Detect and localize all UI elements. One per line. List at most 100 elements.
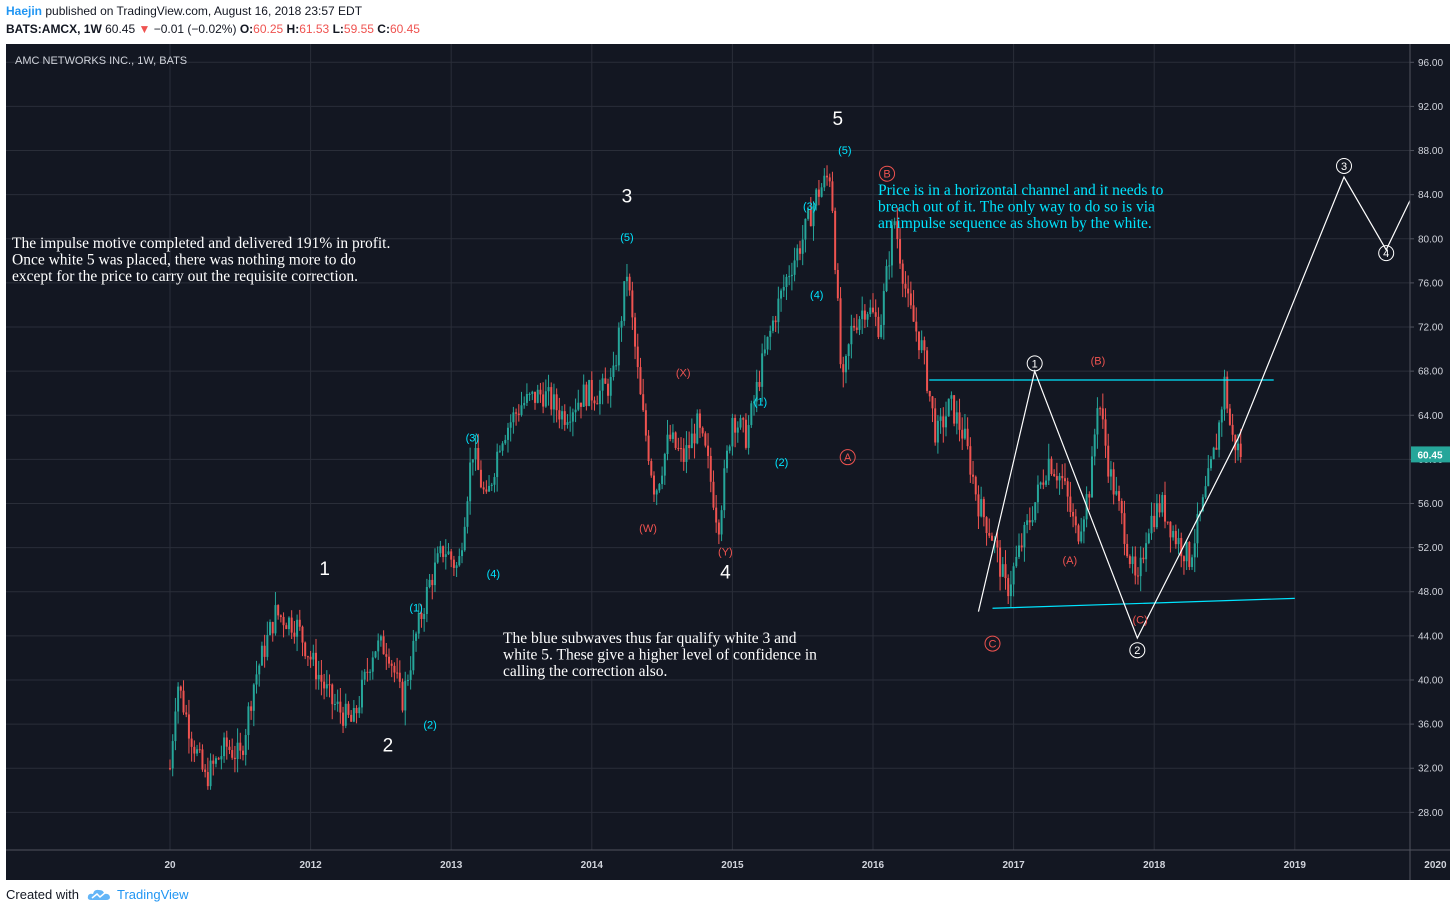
candle-body <box>536 389 539 403</box>
candle-body <box>844 356 847 373</box>
candle-body <box>912 305 915 322</box>
candle-body <box>1018 545 1021 557</box>
candle-body <box>320 674 323 682</box>
label-circle <box>1336 157 1353 174</box>
candle-body <box>617 327 620 366</box>
candle-body <box>812 205 815 227</box>
candle-body <box>220 756 223 760</box>
label-circle <box>1026 355 1043 372</box>
wave-label-sub: (2) <box>423 720 436 732</box>
candle-body <box>850 325 853 345</box>
candle-body <box>252 684 255 711</box>
candle-body <box>182 690 185 713</box>
y-axis-ticks: 96.00 92.00 88.00 84.00 80.00 76.00 72.00 68.00… <box>1410 58 1443 819</box>
candle-body <box>1072 511 1075 517</box>
annotation-line: The impulse motive completed and deliver… <box>12 235 390 252</box>
candle-body <box>953 395 956 424</box>
tradingview-link[interactable]: TradingView <box>116 887 189 902</box>
candle-body <box>374 651 377 658</box>
candle-body <box>1169 521 1172 538</box>
candle-body <box>477 447 480 470</box>
candle-body <box>239 742 242 751</box>
open-value: 60.25 <box>253 22 284 36</box>
candle-body <box>263 645 266 657</box>
candle-body <box>1161 495 1164 513</box>
candle-body <box>834 210 837 270</box>
candle-body <box>1023 524 1026 548</box>
candle-body <box>293 632 296 637</box>
candle-body <box>1142 557 1145 560</box>
candle-body <box>1034 502 1037 520</box>
down-arrow-icon: ▼ <box>138 22 151 36</box>
x-tick-label: 2018 <box>1143 860 1166 871</box>
candle-body <box>612 365 615 378</box>
candle-body <box>512 412 515 423</box>
candle-body <box>409 670 412 680</box>
candle-body <box>796 248 799 261</box>
candle-body <box>890 225 893 266</box>
close-value: 60.45 <box>389 22 420 36</box>
circled-wave-label: 4 <box>1378 245 1395 262</box>
candle-body <box>231 750 234 758</box>
candle-body <box>807 209 810 219</box>
candle-body <box>479 469 482 488</box>
candle-body <box>579 402 582 407</box>
candle-body <box>1218 422 1221 450</box>
publish-info: Haejin published on TradingView.com, Aug… <box>6 4 362 18</box>
candle-body <box>458 556 461 566</box>
author-link[interactable]: Haejin <box>6 4 43 18</box>
candle-body <box>1185 542 1188 562</box>
y-tick-label: 40.00 <box>1418 675 1443 686</box>
candle-body <box>563 411 566 425</box>
label-circle <box>839 449 856 466</box>
candle-body <box>501 443 504 451</box>
candle-body <box>309 656 312 660</box>
candle-body <box>515 412 518 414</box>
x-tick-label: 2020 <box>1424 860 1447 871</box>
candle-body <box>404 680 407 711</box>
candle-body <box>342 712 345 726</box>
time-axis[interactable] <box>6 850 1410 880</box>
tradingview-cloud-icon[interactable] <box>87 888 111 902</box>
channel-line <box>992 597 1295 609</box>
candle-body <box>963 428 966 439</box>
candle-body <box>704 433 707 446</box>
x-tick-label: 2015 <box>721 860 744 871</box>
candle-body <box>296 619 299 637</box>
candle-body <box>698 413 701 428</box>
candle-body <box>885 266 888 292</box>
candle-body <box>358 707 361 714</box>
last-price-badge <box>1411 446 1450 463</box>
candle-body <box>685 445 688 462</box>
label-text: 2 <box>1134 645 1140 657</box>
candle-body <box>734 417 737 433</box>
y-tick-label: 80.00 <box>1418 234 1443 245</box>
annotation-line: white 5. These give a higher level of co… <box>503 647 817 664</box>
candle-body <box>198 749 201 751</box>
candle-body <box>277 605 280 616</box>
price-chart[interactable]: 1 2 3 4 5 (1) (2) (3) (4) (5) (1) (2) (3) (4) (5) (W) (X… <box>6 44 1450 880</box>
candle-body <box>1164 495 1167 522</box>
label-circle <box>1378 245 1395 262</box>
candle-body <box>482 487 485 490</box>
symbol-label: BATS:AMCX, 1W <box>6 22 102 36</box>
candle-body <box>585 384 588 406</box>
candle-body <box>1226 376 1229 409</box>
candle-body <box>228 746 231 751</box>
candle-body <box>728 446 731 451</box>
label-text: A <box>844 452 852 464</box>
x-tick-label: 2013 <box>440 860 463 871</box>
y-tick-label: 56.00 <box>1418 499 1443 510</box>
candle-body <box>214 758 217 764</box>
candle-body <box>1012 566 1015 585</box>
candle-body <box>258 665 261 675</box>
candle-body <box>858 319 861 330</box>
candle-body <box>260 645 263 666</box>
candle-body <box>1158 503 1161 513</box>
candle-body <box>1239 443 1242 458</box>
candle-body <box>669 434 672 439</box>
candle-body <box>661 475 664 485</box>
candle-body <box>1123 513 1126 544</box>
candle-body <box>344 703 347 726</box>
label-circle <box>984 635 1001 652</box>
